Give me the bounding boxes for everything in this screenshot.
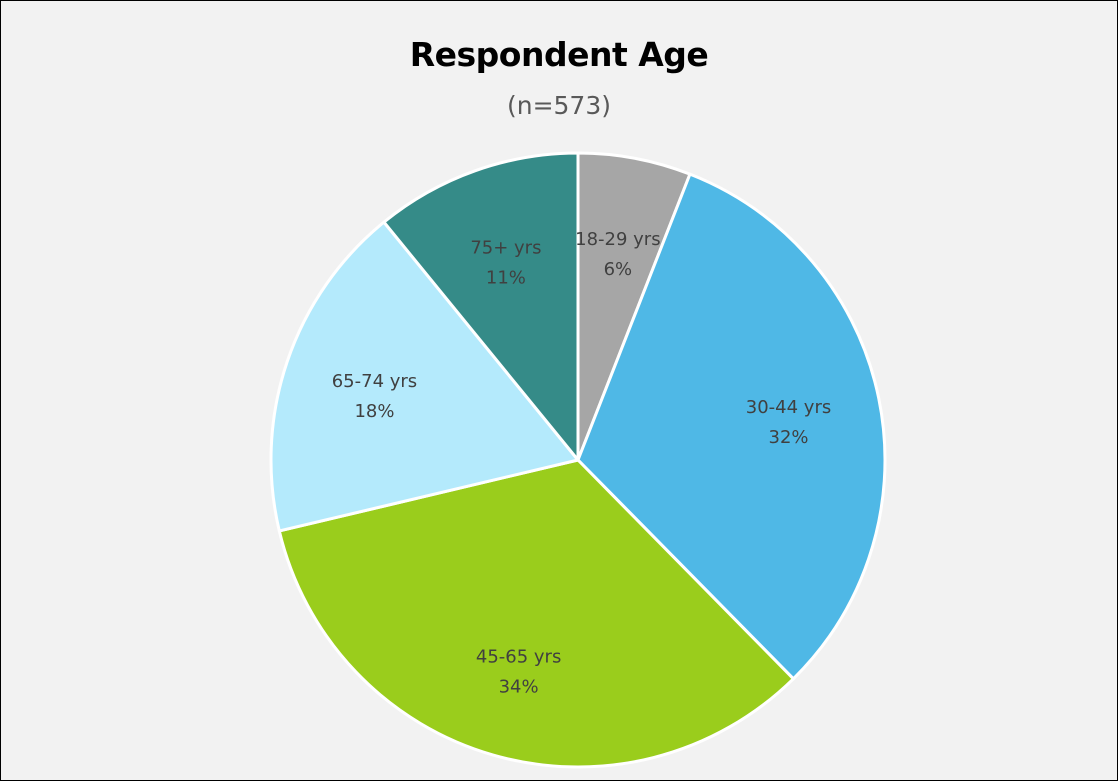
- slice-category-label: 65-74 yrs: [332, 371, 417, 392]
- slice-category-label: 75+ yrs: [470, 238, 541, 259]
- slice-category-label: 45-65 yrs: [476, 647, 561, 668]
- pie-label-30-44-yrs: 30-44 yrs 32%: [746, 397, 831, 448]
- slice-percent-label: 11%: [486, 268, 526, 289]
- slice-percent-label: 6%: [604, 259, 633, 280]
- pie-slice-30-44-yrs: [576, 172, 887, 681]
- pie-label-65-74-yrs: 65-74 yrs 18%: [332, 371, 417, 422]
- pie-label-18-29-yrs: 18-29 yrs 6%: [575, 229, 660, 280]
- slice-percent-label: 32%: [769, 427, 809, 448]
- slice-percent-label: 18%: [354, 401, 394, 422]
- pie-slice-75-yrs: [382, 151, 580, 462]
- slice-category-label: 18-29 yrs: [575, 229, 660, 250]
- chart-title: Respondent Age: [409, 35, 709, 74]
- pie-label-45-65-yrs: 45-65 yrs 34%: [476, 647, 561, 698]
- pie-slices: [269, 151, 887, 769]
- pie-slice-45-65-yrs: [277, 458, 795, 769]
- pie-label-75-yrs: 75+ yrs 11%: [470, 238, 541, 289]
- slice-percent-label: 34%: [499, 677, 539, 698]
- pie-labels: 18-29 yrs 6% 30-44 yrs 32% 45-65 yrs 34% 65-74…: [332, 229, 832, 698]
- chart-subtitle: (n=573): [506, 91, 612, 120]
- pie-slice-65-74-yrs: [269, 220, 580, 533]
- slice-category-label: 30-44 yrs: [746, 397, 831, 418]
